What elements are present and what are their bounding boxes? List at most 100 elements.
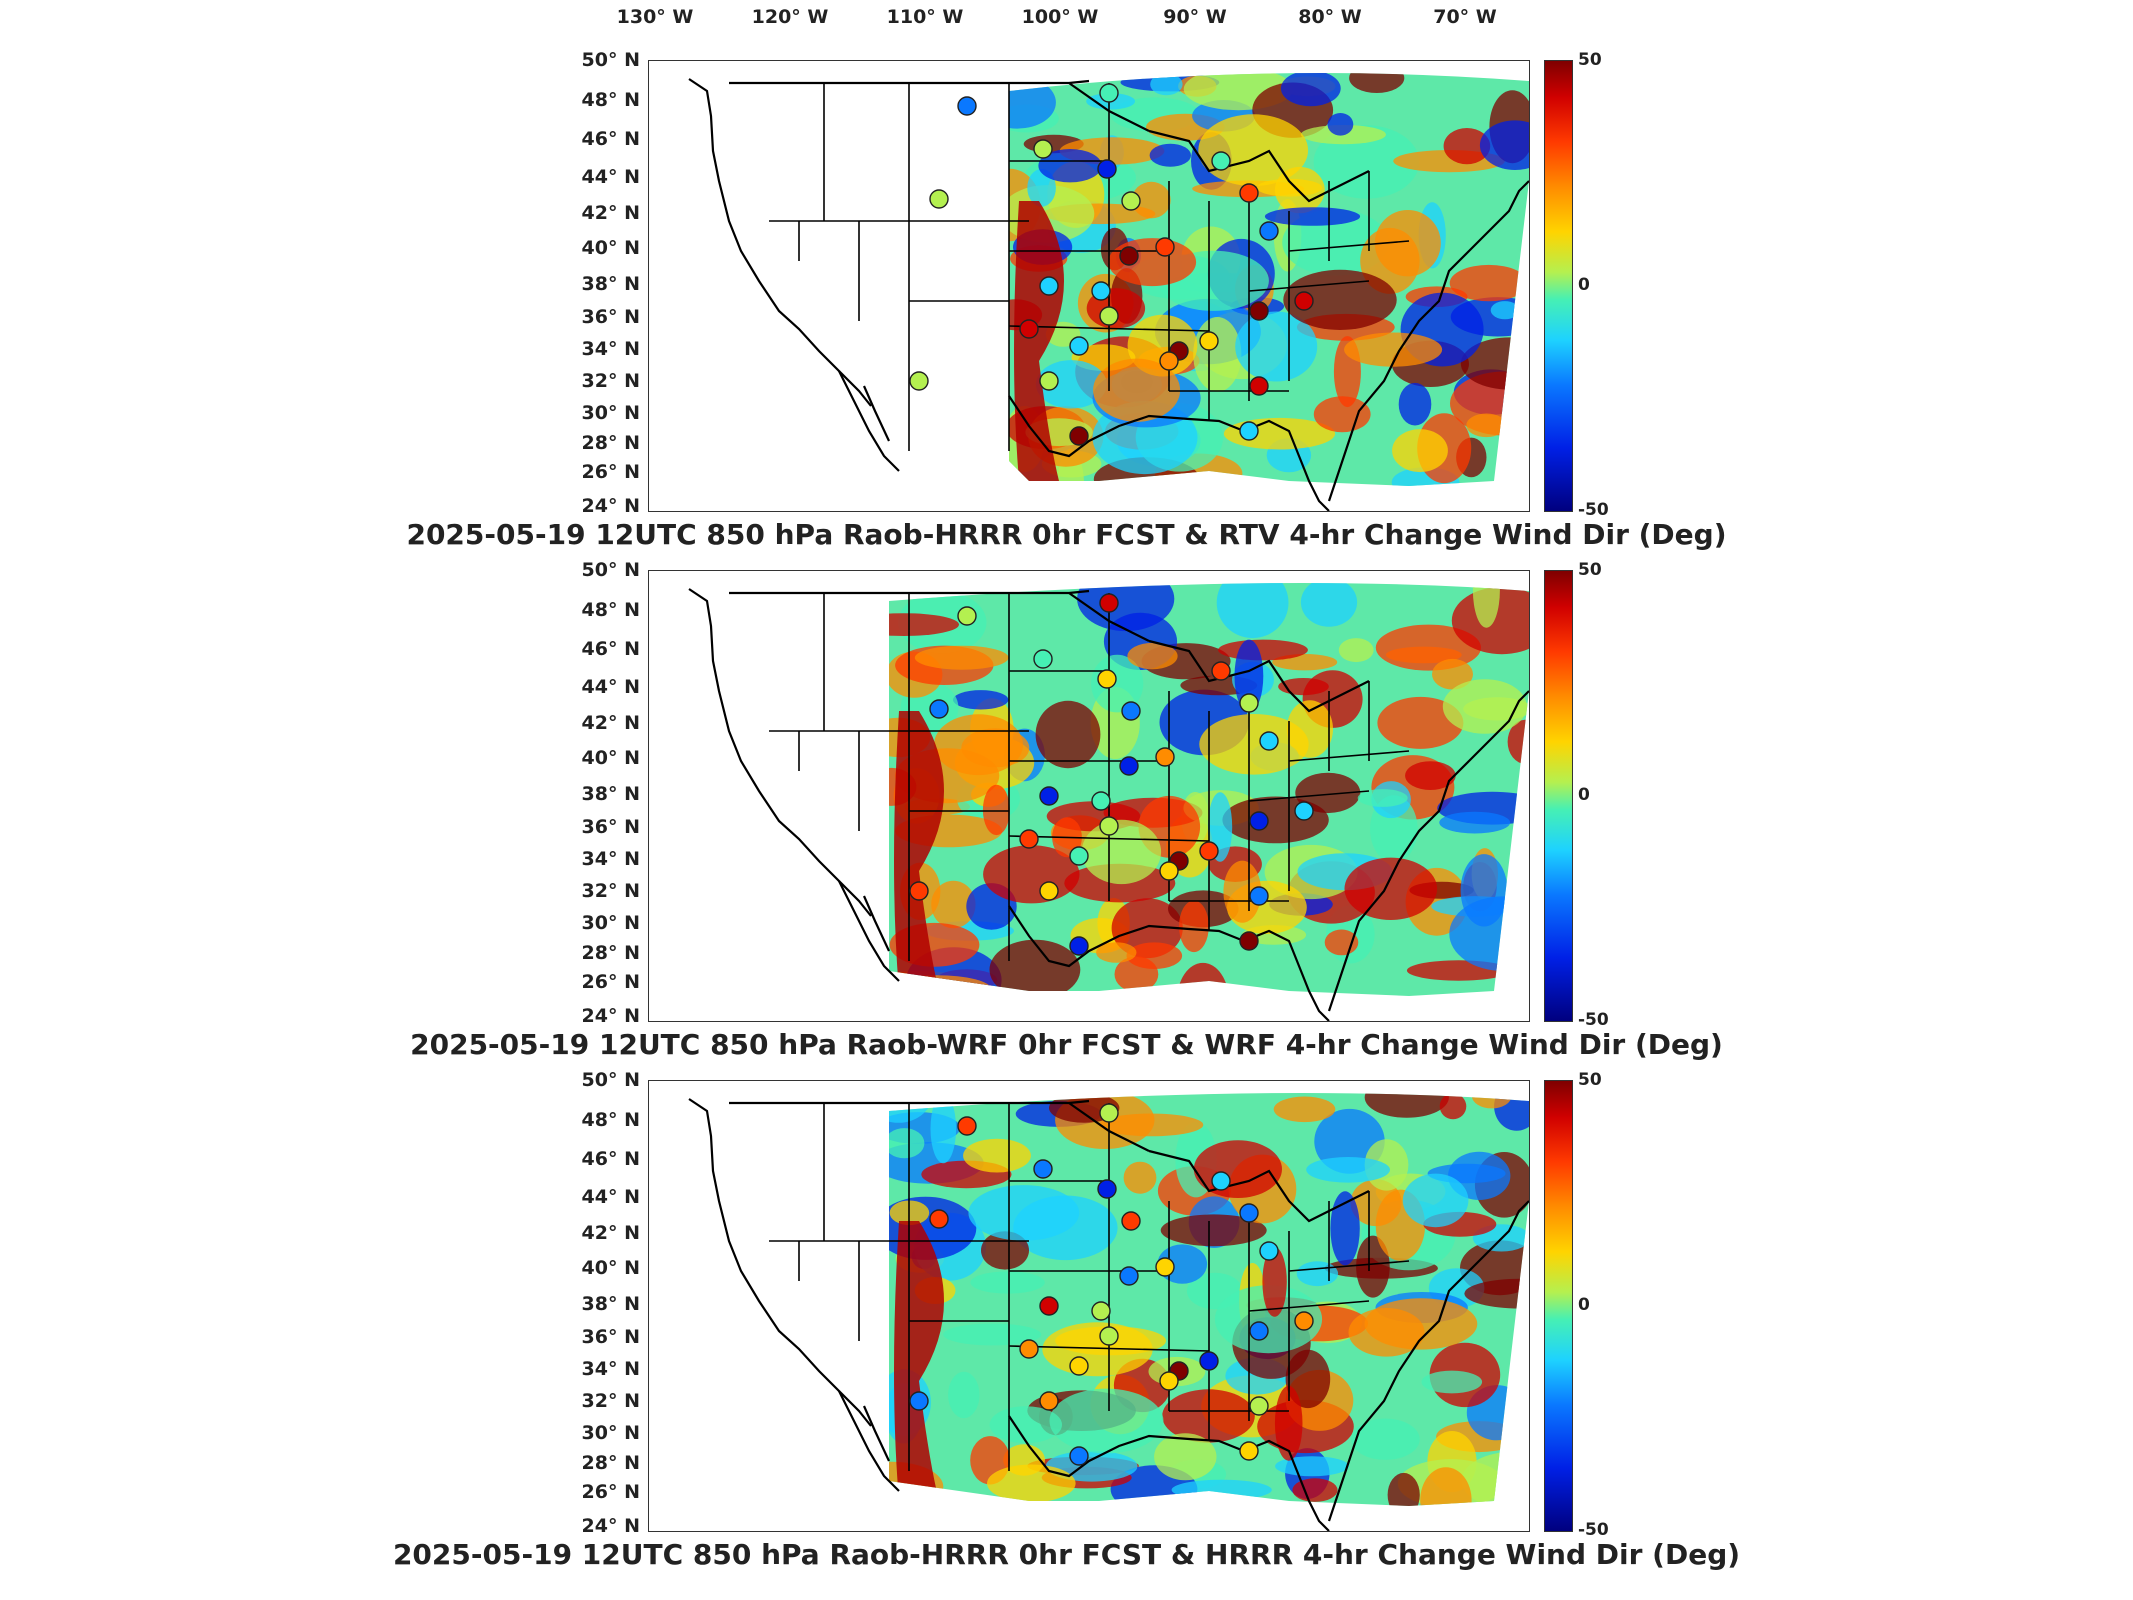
field-blob (1356, 1235, 1390, 1298)
raob-station-marker (1097, 669, 1117, 689)
field-blob (1171, 1479, 1272, 1501)
raob-station-marker (1069, 336, 1089, 356)
raob-station-marker (1211, 1171, 1231, 1191)
field-blob (987, 1464, 1076, 1503)
raob-station-marker (1069, 1446, 1089, 1466)
raob-station-marker (1099, 1103, 1119, 1123)
lat-label: 34° N (581, 848, 640, 870)
raob-station-marker (1019, 829, 1039, 849)
field-blob (1466, 413, 1507, 438)
lat-label: 48° N (581, 599, 640, 621)
field-blob (989, 1406, 1062, 1444)
lat-label: 26° N (581, 461, 640, 483)
map-plot (648, 60, 1530, 512)
raob-station-marker (1033, 1159, 1053, 1179)
lat-label: 46° N (581, 128, 640, 150)
colorbar-tick-max: 50 (1578, 50, 1602, 70)
coastline (688, 1098, 872, 1427)
raob-station-marker (1097, 159, 1117, 179)
lat-label: 24° N (581, 1005, 640, 1027)
raob-station-marker (1069, 1356, 1089, 1376)
lat-label: 42° N (581, 202, 640, 224)
field-blob (1280, 73, 1341, 107)
lon-label: 120° W (751, 6, 829, 28)
field-blobs (889, 583, 1529, 996)
colorbar-tick-mid: 0 (1578, 275, 1590, 295)
lat-label: 40° N (581, 237, 640, 259)
field-band (894, 1221, 944, 1501)
raob-station-marker (1097, 1179, 1117, 1199)
lat-label: 38° N (581, 273, 640, 295)
field-blob (1374, 210, 1441, 277)
raob-station-marker (1239, 421, 1259, 441)
lon-label: 130° W (616, 6, 694, 28)
lon-label: 90° W (1163, 6, 1227, 28)
raob-station-marker (1119, 1266, 1139, 1286)
field-blob (1344, 332, 1443, 367)
lat-label: 50° N (581, 1069, 640, 1091)
field-blob (1324, 929, 1359, 956)
lat-label: 48° N (581, 89, 640, 111)
coastline (688, 78, 872, 407)
raob-station-marker (1091, 791, 1111, 811)
raob-station-marker (929, 189, 949, 209)
field-blob (1387, 1472, 1420, 1506)
lat-label: 44° N (581, 676, 640, 698)
field-blob (1439, 811, 1511, 834)
state-border (1248, 1300, 1370, 1312)
raob-station-marker (1091, 281, 1111, 301)
field-blob (943, 1323, 1042, 1346)
panel-title: 2025-05-19 12UTC 850 hPa Raob-HRRR 0hr F… (392, 1538, 1741, 1571)
coastline (1148, 1149, 1370, 1223)
colorbar-tick-min: -50 (1578, 500, 1609, 520)
lat-label: 26° N (581, 971, 640, 993)
field-blob (1081, 819, 1162, 885)
field-blob (1099, 1113, 1204, 1137)
field-blob (1160, 1214, 1267, 1247)
field-blob (1398, 382, 1432, 426)
field-blob (989, 939, 1081, 996)
field-blob (1126, 942, 1183, 969)
lat-label: 50° N (581, 49, 640, 71)
raob-station-marker (909, 371, 929, 391)
field-blob (968, 1185, 1080, 1241)
raob-station-marker (1155, 747, 1175, 767)
lat-label: 50° N (581, 559, 640, 581)
lat-label: 44° N (581, 166, 640, 188)
field-blob (1274, 1385, 1303, 1461)
field-blob (970, 1271, 1045, 1294)
field-blob (1472, 583, 1500, 628)
lat-label: 40° N (581, 1257, 640, 1279)
field-blob (1349, 73, 1405, 93)
coastline (838, 880, 900, 982)
raob-station-marker (1199, 331, 1219, 351)
raob-station-marker (1259, 731, 1279, 751)
raob-station-marker (1249, 811, 1269, 831)
raob-station-marker (1294, 291, 1314, 311)
field-blob (1091, 654, 1144, 713)
field-blob (1364, 1093, 1449, 1118)
raob-station-marker (1099, 593, 1119, 613)
field-blob (931, 880, 976, 929)
lat-label: 42° N (581, 712, 640, 734)
field-blob (1123, 1161, 1157, 1194)
raob-station-marker (929, 1209, 949, 1229)
lat-label: 38° N (581, 783, 640, 805)
coastline (688, 588, 872, 917)
field-blob (1377, 696, 1464, 749)
raob-station-marker (929, 699, 949, 719)
coastline (1148, 639, 1370, 713)
raob-station-marker (1121, 701, 1141, 721)
lat-label: 32° N (581, 1390, 640, 1412)
map-plot (648, 1080, 1530, 1532)
raob-station-marker (1259, 221, 1279, 241)
colorbar-tick-min: -50 (1578, 1520, 1609, 1540)
lon-label: 100° W (1021, 6, 1099, 28)
raob-station-marker (1159, 861, 1179, 881)
coastline (1148, 129, 1370, 203)
lat-label: 46° N (581, 1148, 640, 1170)
field-blob (1313, 396, 1371, 433)
raob-station-marker (1155, 237, 1175, 257)
map-svg (688, 73, 1529, 511)
